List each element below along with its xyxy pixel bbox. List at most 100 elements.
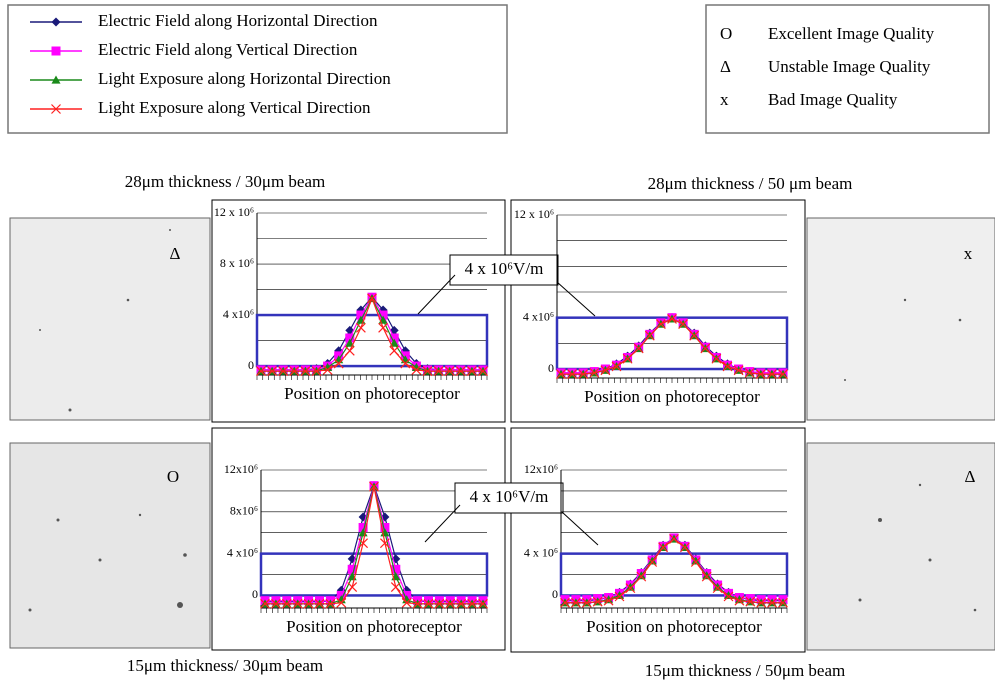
marker [756,597,767,608]
y-tick-label: 4 x10⁶ [227,545,258,559]
marker [766,369,777,380]
x-axis-label: Position on photoreceptor [284,384,460,403]
y-tick-label: 12x10⁶ [224,462,258,476]
marker [314,598,325,609]
quality-legend-box [705,4,990,134]
marker [423,598,434,609]
marker [690,557,701,567]
marker [325,598,336,609]
marker [614,591,625,602]
legend-label: Electric Field along Horizontal Directio… [98,11,378,30]
marker [355,322,366,333]
marker [592,596,603,607]
threshold-box [259,552,489,597]
marker [667,314,677,324]
marker [456,598,467,609]
marker [644,330,655,341]
marker [267,366,278,377]
quality-symbol: Δ [720,57,731,76]
threshold-box [255,313,489,368]
marker [466,366,477,377]
marker [455,366,466,377]
marker [300,366,311,377]
sample-images [9,217,995,651]
marker [358,523,368,532]
marker [669,534,679,544]
marker [778,369,788,380]
marker [336,597,347,608]
marker [434,598,445,609]
marker [712,583,723,594]
marker [778,597,788,608]
series-line [565,538,783,604]
series-line [265,486,483,605]
marker [256,366,266,377]
marker [578,369,589,380]
quality-mark: O [167,467,179,486]
x-axis-label: Position on photoreceptor [584,387,760,406]
marker [625,582,635,591]
series-line [261,296,483,371]
legend-label: Light Exposure along Horizontal Directio… [98,69,391,88]
marker [560,597,570,608]
marker [322,364,333,375]
marker [391,564,401,574]
marker [700,343,711,354]
marker [570,597,581,608]
marker [260,598,270,609]
marker [633,343,644,354]
marker [647,556,657,565]
legend-marker [51,17,61,27]
marker [581,597,592,608]
marker [347,582,358,593]
marker [625,583,636,594]
y-tick-label: 0 [252,587,258,601]
marker [389,333,399,343]
chart-caption: 15μm thickness / 50μm beam [645,661,845,680]
chart-caption: 28μm thickness / 50 μm beam [648,174,853,193]
marker [689,330,700,341]
chart-caption: 15μm thickness/ 30μm beam [127,656,323,675]
series-legend-box [7,4,508,134]
marker [289,366,300,377]
sample-image [9,442,211,649]
y-tick-label: 12 x 10⁶ [514,207,554,221]
marker [655,319,666,330]
marker [433,366,444,377]
quality-label: Excellent Image Quality [768,24,935,43]
annotation-box [449,254,559,286]
marker [679,542,690,553]
y-tick-label: 8x10⁶ [230,504,258,518]
marker [658,542,669,553]
marker [600,365,611,376]
series-line [261,296,483,371]
series-line [561,318,783,375]
chart-panels [211,199,806,653]
marker [379,538,390,549]
legend-marker [51,104,61,114]
callouts [417,274,599,546]
series-line [565,538,783,604]
marker [603,595,614,606]
series-line [565,537,783,602]
marker [378,322,389,333]
marker [702,571,712,580]
marker [744,367,755,378]
sample-image [806,217,995,421]
series-line [265,486,483,605]
y-tick-label: 0 [552,587,558,601]
marker [722,361,733,372]
chart-caption: 28μm thickness / 30μm beam [125,172,325,191]
series-line [261,296,483,372]
x-axis-label: Position on photoreceptor [286,617,462,636]
marker [292,598,303,609]
marker [347,564,357,574]
legend-label: Electric Field along Vertical Direction [98,40,358,59]
marker [478,366,488,377]
marker [333,358,344,369]
sample-image [806,442,995,651]
y-tick-label: 12 x 10⁶ [214,205,254,219]
quality-mark: Δ [170,244,181,263]
y-tick-label: 8 x 10⁶ [220,256,254,270]
